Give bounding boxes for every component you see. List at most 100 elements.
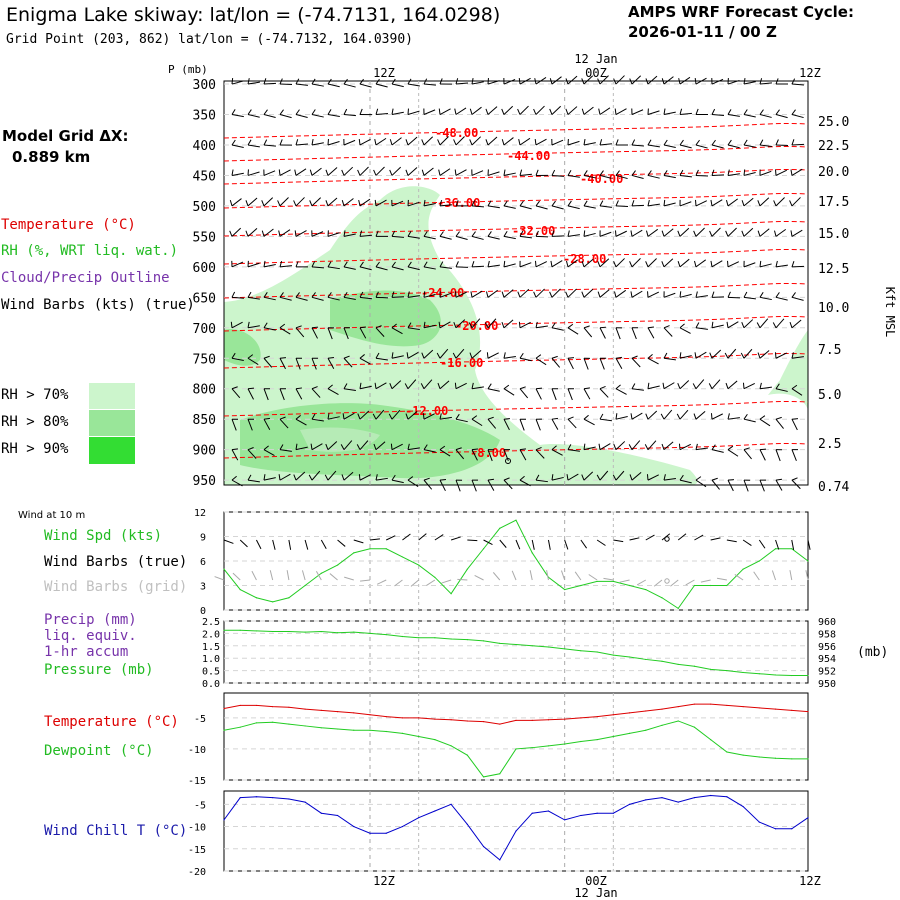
temperature-line-point — [255, 704, 258, 707]
wind-barb-staff — [663, 292, 676, 298]
wind-barb-flag — [452, 352, 457, 359]
wind-barb-staff — [759, 418, 771, 427]
wind-barb-staff — [279, 197, 289, 207]
wind-barb-flag — [645, 230, 649, 237]
wind-barb-staff — [663, 409, 673, 420]
surface-barb-grid — [410, 579, 419, 587]
isotherm-line — [223, 145, 809, 162]
wind-barb-flag — [247, 354, 254, 359]
wind-barb-staff — [567, 418, 577, 429]
wind-barb-flag — [519, 169, 523, 176]
surface-barb-true — [386, 535, 396, 541]
wind-barb-flag — [679, 474, 684, 481]
wind-barb-flag — [438, 108, 441, 115]
wind-barb-staff — [551, 288, 561, 298]
legend-wind-barbs-true: Wind Barbs (true) — [44, 554, 188, 570]
wind-barb-flag — [679, 108, 683, 115]
wind-barb-flag — [663, 108, 666, 115]
wind-barb-flag — [356, 444, 361, 450]
pressure-tick-label: 400 — [193, 139, 216, 154]
wind-barb-flag — [501, 321, 505, 328]
dewpoint-line-point — [661, 724, 663, 726]
wind-chill-line-point — [791, 828, 793, 830]
wind-barb-staff — [423, 349, 434, 359]
surface-barb-true — [596, 539, 606, 546]
wind-barb-staff — [519, 173, 532, 176]
wind-barb-staff — [263, 327, 276, 331]
legend-temp-line: Temperature (°C) — [44, 714, 179, 730]
pressure-point — [482, 640, 485, 642]
wind-barb-staff — [343, 114, 356, 117]
wind-barb-flag — [535, 200, 540, 207]
wind-chill-line-point — [710, 794, 712, 797]
wind-barb-staff — [455, 235, 468, 240]
wind-barb-staff — [359, 266, 372, 271]
wind-barb-staff — [791, 388, 803, 396]
wind-barb-flag — [646, 474, 649, 481]
wind-barb-staff — [375, 137, 387, 146]
wind-barb-staff — [695, 259, 707, 268]
wind-barb-staff — [471, 449, 478, 461]
wind-barb-flag — [279, 292, 284, 298]
isotherm-line — [223, 352, 809, 369]
upper-wind-barbs — [229, 75, 805, 492]
wind-barb-staff — [311, 167, 322, 176]
wind-chill-line-point — [531, 812, 533, 814]
wind-barb-flag — [695, 443, 698, 450]
wind-barb-staff — [343, 471, 354, 481]
wind-barb-flag — [501, 139, 505, 146]
wind-barb-staff — [791, 418, 798, 431]
wind-barb-flag — [518, 139, 521, 146]
wind-barb-flag — [263, 260, 266, 267]
wind-barb-flag — [407, 78, 412, 85]
wind-barb-staff — [711, 199, 723, 207]
wind-barb-staff — [343, 266, 356, 270]
wind-barb-flag — [327, 109, 332, 115]
surface-barb-grid — [474, 575, 484, 581]
pressure-point — [336, 632, 339, 634]
wind-barb-staff — [647, 110, 660, 115]
wind-barb-flag — [487, 416, 494, 420]
wind-barb-flag — [375, 78, 380, 85]
wind-barb-staff — [295, 418, 307, 426]
temperature-line-point — [239, 704, 241, 707]
wind-barb-flag — [247, 474, 252, 481]
bottom-time-label-3: 12Z — [799, 874, 821, 888]
surface-barb-grid — [734, 574, 744, 581]
wind-barb-staff — [311, 266, 325, 269]
wind-barb-flag — [485, 108, 489, 115]
wind-barb-flag — [454, 382, 457, 389]
wind-barb-staff — [519, 288, 530, 298]
wind-barb-flag — [711, 169, 715, 176]
wind-barb-flag — [693, 230, 697, 237]
wind-barb-staff — [503, 137, 514, 146]
wind-barb-flag — [775, 139, 779, 146]
wind-barb-staff — [759, 197, 770, 207]
wind-barb-staff — [375, 357, 388, 361]
wind-barb-flag — [773, 200, 777, 207]
wind-barb-staff — [663, 76, 674, 85]
wind-barb-staff — [583, 471, 594, 481]
wind-barb-staff — [295, 446, 308, 451]
wind-barb-staff — [455, 266, 469, 268]
calm-grid-marker — [664, 578, 670, 584]
wind-barb-flag — [327, 384, 333, 390]
wind-barb-flag — [599, 326, 607, 329]
wind-barb-flag — [311, 326, 319, 329]
wind-chill-line-point — [272, 797, 274, 799]
wind-barb-staff — [231, 449, 239, 461]
wind-barb-staff — [503, 418, 510, 431]
isotherm-label: -20.00 — [455, 319, 498, 333]
wind-barb-flag — [535, 446, 542, 451]
dewpoint-line-point — [807, 758, 809, 760]
wind-barb-flag — [519, 448, 527, 451]
wind-barb-flag — [375, 352, 380, 359]
isotherm-label: -12.00 — [405, 404, 448, 418]
wind-barb-flag — [759, 260, 762, 267]
wind-barb-flag — [519, 352, 524, 359]
temperature-line-point — [758, 707, 760, 709]
wind-barb-flag — [727, 445, 734, 451]
wind-barb-flag — [247, 291, 252, 298]
wind-barb-flag — [501, 291, 505, 298]
wind-barb-staff — [439, 449, 451, 457]
